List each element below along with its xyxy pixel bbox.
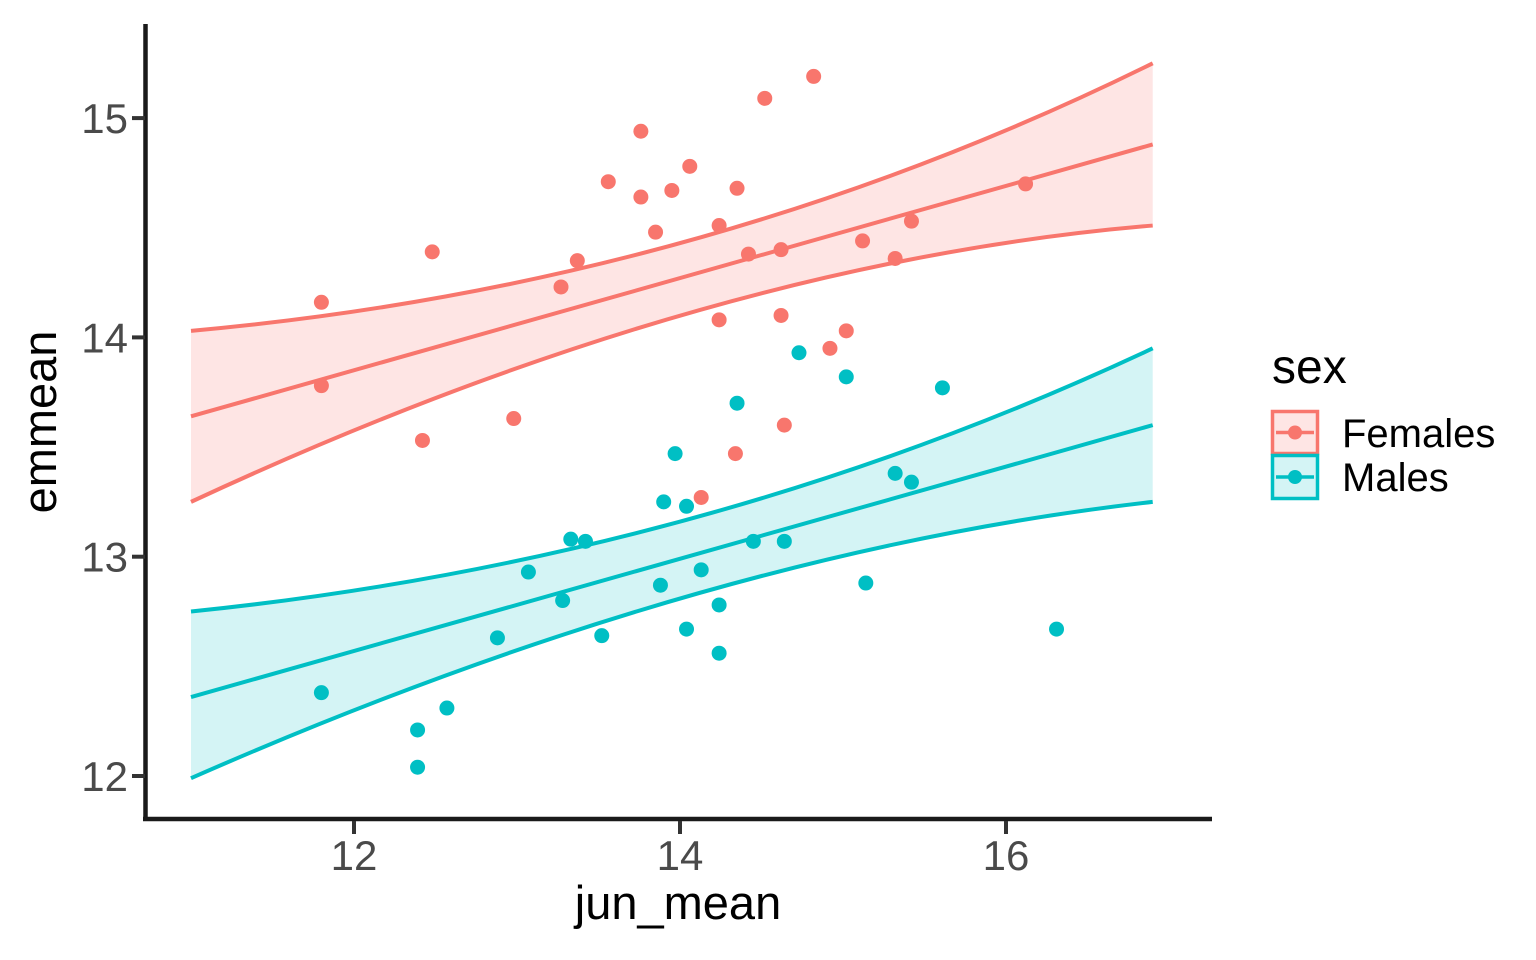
data-point-females: [729, 180, 745, 196]
data-point-males: [594, 628, 610, 644]
legend-key-males: Males: [1270, 453, 1449, 501]
legend-point-males-icon: [1288, 470, 1302, 484]
data-point-females: [664, 182, 680, 198]
y-tick-label: 14: [81, 314, 128, 361]
data-point-males: [410, 722, 426, 738]
data-point-males: [903, 474, 919, 490]
data-point-males: [729, 395, 745, 411]
data-point-males: [1049, 621, 1065, 637]
data-point-males: [313, 685, 329, 701]
data-point-males: [693, 562, 709, 578]
x-tick-label: 12: [331, 832, 378, 879]
data-point-males: [711, 597, 727, 613]
data-point-males: [776, 533, 792, 549]
data-point-males: [745, 533, 761, 549]
ci-ribbon-males: [191, 348, 1153, 779]
x-tick-label: 14: [657, 832, 704, 879]
data-point-females: [887, 250, 903, 266]
data-point-females: [506, 411, 522, 427]
data-point-males: [410, 759, 426, 775]
legend: sex Females Males: [1270, 341, 1495, 501]
data-point-females: [633, 123, 649, 139]
data-point-males: [838, 369, 854, 385]
axis-tick-labels: 12 14 16 12 13 14 15: [81, 95, 1029, 879]
data-point-males: [656, 494, 672, 510]
data-point-females: [711, 312, 727, 328]
data-point-females: [414, 432, 430, 448]
y-tick-label: 13: [81, 534, 128, 581]
data-point-females: [773, 307, 789, 323]
data-point-males: [520, 564, 536, 580]
data-point-males: [667, 446, 683, 462]
ci-lower-edge-females: [190, 223, 1153, 504]
data-point-males: [555, 593, 571, 609]
ci-ribbon-females: [191, 63, 1153, 502]
legend-label-females: Females: [1342, 412, 1495, 456]
data-point-females: [633, 189, 649, 205]
legend-title: sex: [1272, 341, 1347, 394]
data-point-females: [855, 233, 871, 249]
data-point-females: [313, 378, 329, 394]
ci-upper-edge-females: [190, 61, 1154, 333]
data-point-females: [553, 279, 569, 295]
data-point-males: [858, 575, 874, 591]
data-point-females: [1018, 176, 1034, 192]
data-point-females: [806, 68, 822, 84]
data-point-females: [903, 213, 919, 229]
data-point-males: [887, 465, 903, 481]
legend-point-females-icon: [1288, 425, 1302, 440]
confidence-ribbons: [190, 61, 1154, 781]
data-point-males: [563, 531, 579, 547]
x-tick-label: 16: [983, 832, 1030, 879]
axes: [132, 24, 1212, 834]
data-point-females: [648, 224, 664, 240]
legend-label-males: Males: [1342, 456, 1449, 500]
ci-lower-edge-males: [190, 499, 1153, 781]
data-point-females: [740, 246, 756, 262]
fit-line-females: [190, 142, 1154, 419]
data-point-females: [776, 417, 792, 433]
data-point-females: [693, 489, 709, 505]
data-point-females: [313, 294, 329, 310]
data-point-females: [773, 242, 789, 258]
y-axis-title: emmean: [13, 331, 66, 514]
data-point-females: [838, 323, 854, 339]
fit-line-males: [190, 423, 1154, 699]
ci-upper-edge-males: [190, 346, 1154, 614]
data-point-females: [822, 340, 838, 356]
data-point-females: [569, 253, 585, 269]
data-point-males: [711, 645, 727, 661]
data-point-males: [679, 621, 695, 637]
data-point-males: [791, 345, 807, 361]
data-point-females: [600, 174, 616, 190]
data-point-males: [489, 630, 505, 646]
data-point-males: [652, 577, 668, 593]
data-point-males: [934, 380, 950, 396]
data-point-females: [757, 90, 773, 106]
data-point-females: [424, 244, 440, 260]
data-point-males: [577, 533, 593, 549]
data-point-males: [679, 498, 695, 514]
legend-key-females: Females: [1270, 409, 1495, 456]
data-points: [313, 68, 1065, 775]
data-point-females: [711, 218, 727, 234]
y-tick-label: 12: [81, 753, 128, 800]
data-point-males: [439, 700, 455, 716]
data-point-females: [727, 446, 743, 462]
regression-lines: [190, 142, 1154, 699]
y-tick-label: 15: [81, 95, 128, 142]
data-point-females: [682, 158, 698, 174]
x-axis-title: jun_mean: [573, 876, 781, 929]
